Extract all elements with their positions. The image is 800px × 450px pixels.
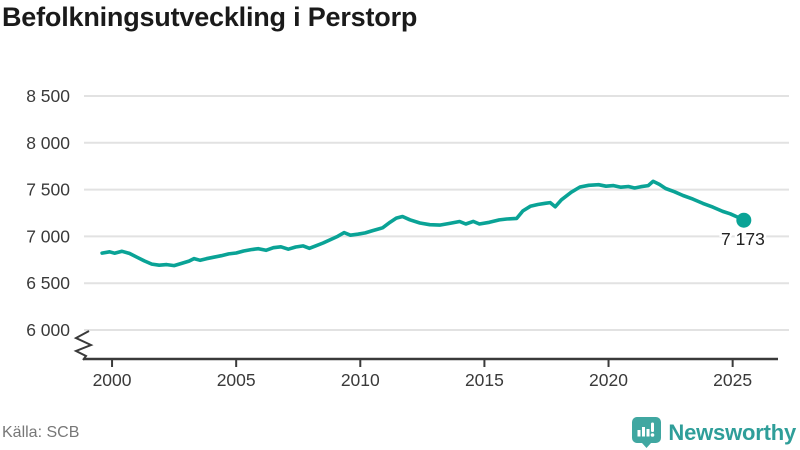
- newsworthy-brand[interactable]: Newsworthy: [632, 417, 796, 448]
- y-tick-label: 6 500: [26, 273, 70, 293]
- newsworthy-logo-icon: [632, 417, 662, 448]
- y-tick-label: 6 000: [26, 320, 70, 340]
- population-line-chart: 8 500 8 000 7 500 7 000 6 500 6 000 2000 2005 20…: [26, 86, 789, 390]
- x-tick-label: 2010: [341, 370, 380, 390]
- y-tick-label: 7 500: [26, 180, 70, 200]
- x-tick-label: 2025: [713, 370, 752, 390]
- y-tick-label: 7 000: [26, 226, 70, 246]
- source-caption: Källa: SCB: [2, 424, 80, 441]
- x-tick-label: 2020: [589, 370, 628, 390]
- population-line: [100, 179, 746, 268]
- y-axis-break-icon: [73, 330, 94, 361]
- y-tick-label: 8 500: [26, 86, 70, 106]
- newsworthy-brand-name: Newsworthy: [668, 419, 796, 445]
- exclamation-dot: [651, 433, 655, 437]
- chart-title: Befolkningsutveckling i Perstorp: [2, 2, 418, 32]
- bar-tall: [646, 429, 650, 437]
- exclamation-bar: [651, 422, 655, 432]
- x-tick-label: 2015: [465, 370, 504, 390]
- y-tick-label: 8 000: [26, 133, 70, 153]
- x-tick-label: 2000: [93, 370, 132, 390]
- latest-value-dot: [736, 212, 752, 228]
- bar-medium: [642, 427, 646, 437]
- latest-value-label: 7 173: [721, 229, 765, 249]
- x-tick-label: 2005: [217, 370, 256, 390]
- bar-short: [637, 430, 641, 437]
